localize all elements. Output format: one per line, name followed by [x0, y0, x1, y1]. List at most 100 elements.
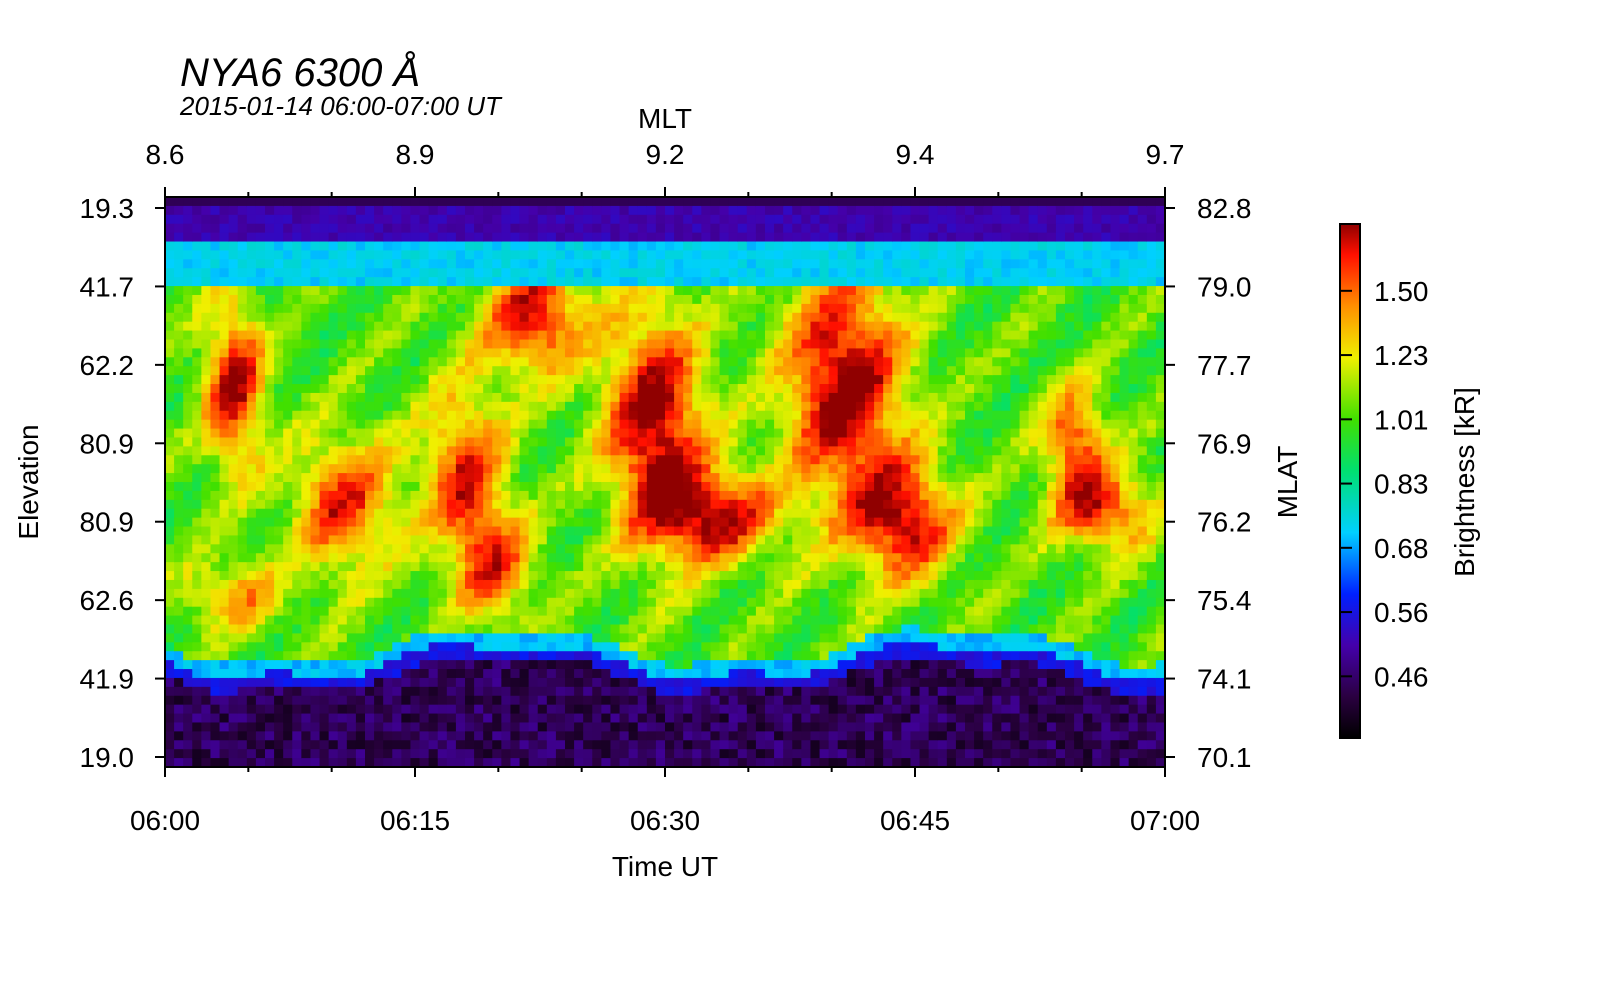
heatmap-cell [565, 392, 575, 403]
heatmap-cell [237, 535, 248, 545]
heatmap-cell [646, 677, 657, 688]
heatmap-cell [765, 535, 775, 545]
heatmap-cell [174, 740, 184, 750]
heatmap-cell [783, 339, 793, 350]
heatmap-cell [437, 597, 448, 608]
heatmap-cell [428, 695, 439, 706]
heatmap-cell [274, 312, 284, 323]
heatmap-cell [565, 428, 575, 439]
heatmap-cell [474, 473, 484, 483]
heatmap-cell [537, 268, 548, 278]
heatmap-cell [637, 366, 648, 376]
heatmap-cell [310, 490, 321, 501]
heatmap-cell [501, 508, 512, 519]
heatmap-cell [474, 446, 484, 456]
heatmap-cell [255, 526, 266, 537]
heatmap-cell [592, 232, 602, 243]
heatmap-cell [165, 294, 175, 305]
heatmap-cell [601, 677, 612, 688]
heatmap-cell [192, 428, 202, 439]
heatmap-cell [374, 357, 384, 367]
heatmap-cell [628, 348, 639, 358]
heatmap-cell [374, 375, 384, 385]
heatmap-cell [455, 704, 466, 715]
heatmap-cell [292, 455, 302, 465]
heatmap-cell [328, 758, 339, 767]
heatmap-cell [255, 606, 266, 617]
heatmap-cell [292, 642, 302, 652]
heatmap-cell [328, 473, 339, 483]
heatmap-cell [865, 303, 875, 314]
heatmap-cell [446, 642, 457, 652]
heatmap-cell [528, 286, 539, 296]
heatmap-cell [610, 606, 621, 617]
heatmap-cell [483, 437, 493, 447]
heatmap-cell [374, 384, 384, 394]
heatmap-cell [355, 499, 366, 510]
heatmap-cell [492, 321, 502, 332]
heatmap-cell [855, 330, 866, 341]
heatmap-cell [583, 660, 593, 670]
heatmap-cell [246, 482, 257, 492]
heatmap-cell [655, 348, 666, 358]
heatmap-cell [519, 223, 530, 234]
heatmap-cell [246, 606, 257, 617]
heatmap-cell [846, 597, 857, 608]
heatmap-cell [365, 375, 375, 385]
heatmap-cell [483, 232, 493, 243]
heatmap-cell [246, 588, 257, 599]
heatmap-cell [510, 268, 521, 278]
heatmap-cell [455, 205, 466, 216]
heatmap-cell [328, 499, 339, 510]
heatmap-cell [428, 197, 439, 207]
heatmap-cell [783, 633, 793, 643]
heatmap-cell [565, 384, 575, 394]
heatmap-cell [183, 713, 193, 724]
heatmap-cell [610, 250, 621, 260]
heatmap-cell [619, 214, 630, 225]
heatmap-cell [837, 731, 848, 741]
heatmap-cell [328, 482, 339, 492]
heatmap-cell [601, 464, 612, 474]
heatmap-cell [455, 428, 466, 439]
heatmap-cell [401, 464, 412, 474]
heatmap-cell [855, 731, 866, 741]
heatmap-cell [401, 615, 412, 626]
heatmap-cell [546, 660, 557, 670]
heatmap-cell [192, 294, 202, 305]
heatmap-cell [865, 535, 875, 545]
heatmap-cell [510, 615, 521, 626]
heatmap-cell [274, 731, 284, 741]
heatmap-cell [219, 758, 230, 767]
heatmap-cell [237, 731, 248, 741]
heatmap-cell [837, 419, 848, 430]
heatmap-cell [328, 312, 339, 323]
heatmap-cell [165, 223, 175, 234]
heatmap-cell [555, 348, 566, 358]
heatmap-cell [274, 294, 284, 305]
heatmap-cell [665, 695, 675, 706]
heatmap-cell [210, 651, 221, 661]
heatmap-cell [237, 722, 248, 732]
heatmap-cell [383, 624, 393, 635]
heatmap-cell [346, 241, 357, 252]
heatmap-cell [619, 428, 630, 439]
heatmap-cell [255, 197, 266, 207]
heatmap-cell [474, 677, 484, 688]
heatmap-cell [201, 606, 212, 617]
heatmap-cell [537, 259, 548, 269]
heatmap-cell [565, 294, 575, 305]
heatmap-cell [565, 410, 575, 421]
heatmap-cell [346, 419, 357, 430]
heatmap-cell [246, 250, 257, 260]
heatmap-cell [755, 232, 766, 243]
heatmap-cell [428, 677, 439, 688]
heatmap-cell [610, 651, 621, 661]
heatmap-cell [428, 704, 439, 715]
heatmap-cell [565, 749, 575, 759]
heatmap-cell [283, 339, 293, 350]
heatmap-cell [365, 677, 375, 688]
heatmap-cell [319, 428, 330, 439]
heatmap-cell [265, 312, 275, 323]
heatmap-cell [855, 428, 866, 439]
